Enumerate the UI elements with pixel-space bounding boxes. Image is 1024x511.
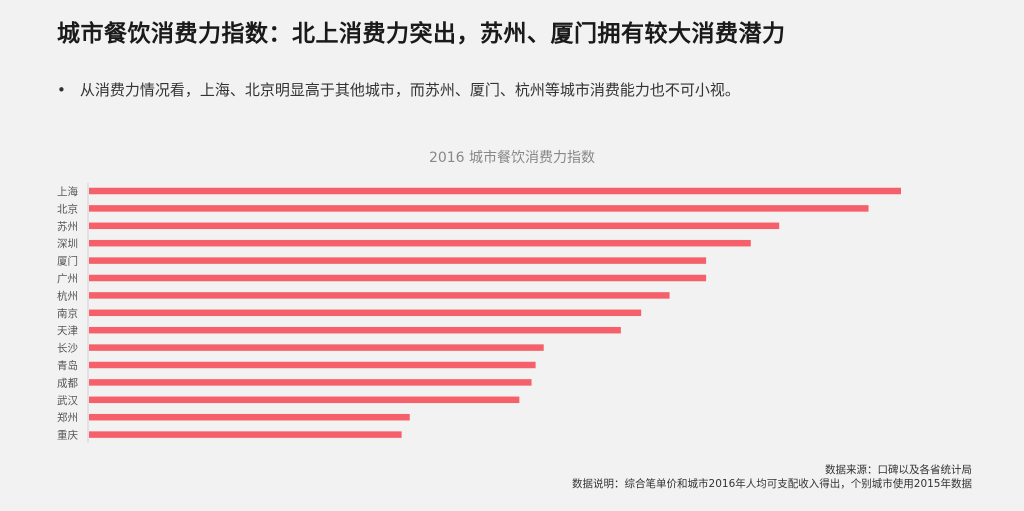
category-label: 重庆 bbox=[57, 429, 78, 442]
bar bbox=[89, 326, 621, 334]
category-label: 武汉 bbox=[57, 394, 78, 407]
bar bbox=[89, 396, 520, 404]
bar bbox=[89, 413, 410, 421]
category-label: 北京 bbox=[57, 202, 78, 215]
category-label: 天津 bbox=[57, 325, 78, 337]
category-label: 苏州 bbox=[57, 220, 78, 233]
bar bbox=[89, 222, 780, 230]
bar bbox=[89, 257, 707, 264]
bar bbox=[89, 274, 707, 282]
bullet-dot: • bbox=[57, 81, 66, 99]
bar bbox=[89, 361, 536, 369]
bar bbox=[89, 379, 532, 386]
bar bbox=[89, 205, 869, 212]
category-label: 广州 bbox=[57, 273, 78, 285]
category-label: 南京 bbox=[57, 307, 78, 320]
bar bbox=[89, 187, 901, 195]
bar bbox=[89, 344, 544, 351]
category-label: 郑州 bbox=[57, 411, 78, 424]
bullet-text: 从消费力情况看，上海、北京明显高于其他城市，而苏州、厦门、杭州等城市消费能力也不… bbox=[79, 81, 740, 99]
chart-title: 2016 城市餐饮消费力指数 bbox=[428, 150, 596, 166]
category-label: 杭州 bbox=[57, 289, 78, 302]
bar bbox=[89, 309, 642, 317]
bar bbox=[89, 292, 670, 299]
bar bbox=[89, 431, 402, 438]
footnotes: 数据来源：口碑以及各省统计局 数据说明：综合笔单价和城市2016年人均可支配收入… bbox=[572, 463, 972, 491]
category-label: 长沙 bbox=[57, 343, 78, 355]
bar bbox=[89, 239, 751, 247]
category-label: 厦门 bbox=[57, 255, 78, 268]
category-label: 深圳 bbox=[57, 238, 78, 250]
category-label: 上海 bbox=[57, 185, 78, 198]
category-label: 青岛 bbox=[57, 359, 78, 372]
data-source-note: 数据来源：口碑以及各省统计局 bbox=[825, 464, 972, 476]
data-explanation-note: 数据说明：综合笔单价和城市2016年人均可支配收入得出，个别城市使用2015年数… bbox=[572, 478, 972, 490]
page-title: 城市餐饮消费力指数：北上消费力突出，苏州、厦门拥有较大消费潜力 bbox=[57, 21, 786, 47]
bullet-point: • 从消费力情况看，上海、北京明显高于其他城市，而苏州、厦门、杭州等城市消费能力也… bbox=[57, 79, 740, 100]
category-label: 成都 bbox=[57, 377, 78, 389]
